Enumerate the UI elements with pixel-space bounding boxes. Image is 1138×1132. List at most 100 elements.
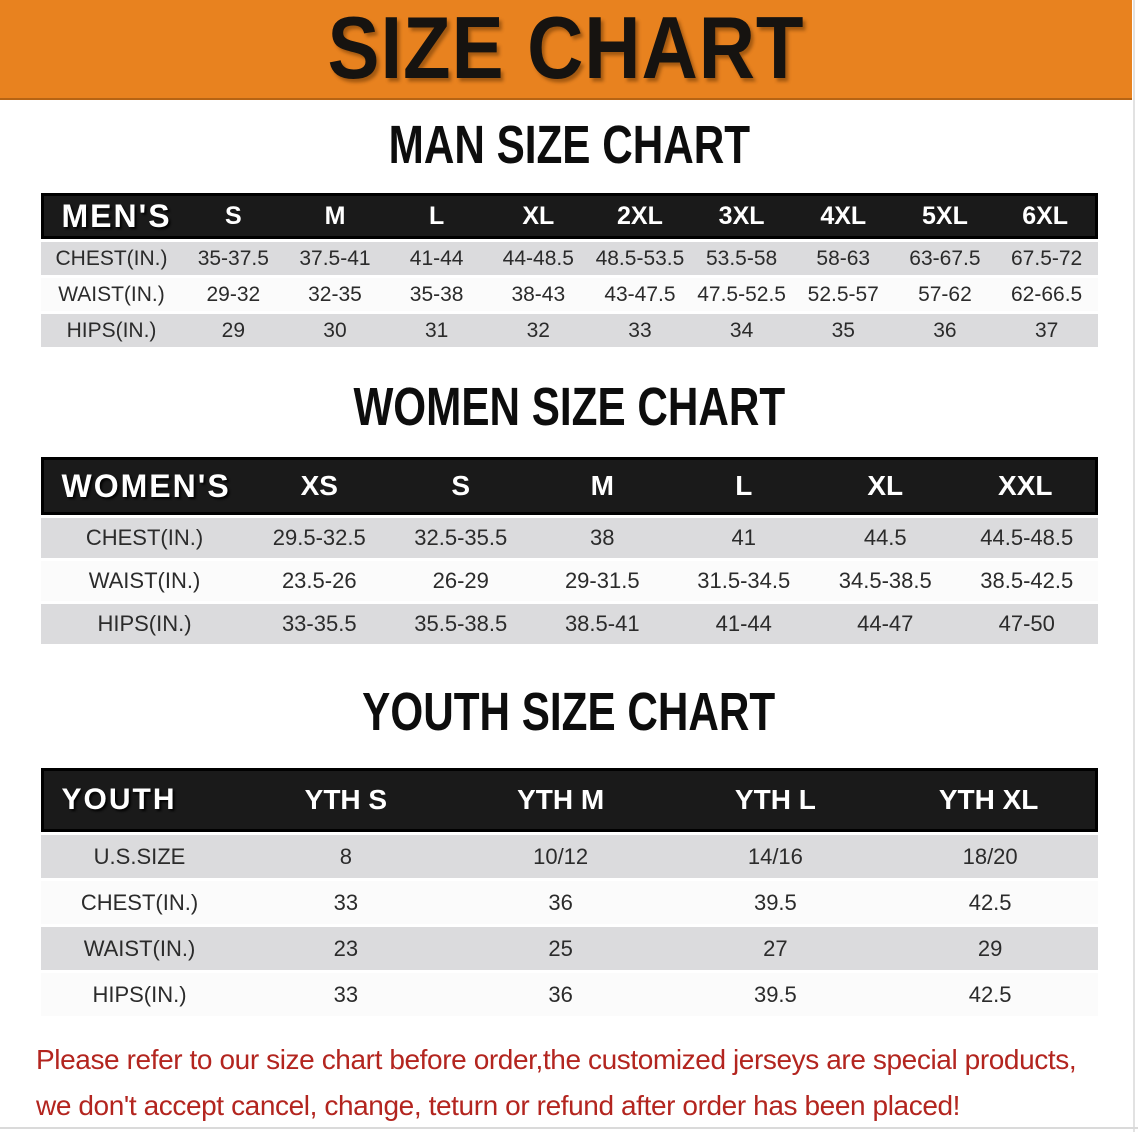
table-row: WAIST(IN.) 23 25 27 29 [40,927,1098,970]
size-cell: 44.5 [814,518,956,558]
table-header-row: WOMEN'S XS S M L XL XXL [40,457,1098,515]
size-column-header: L [385,193,488,239]
size-cell: 62-66.5 [995,278,1098,311]
size-cell: 39.5 [668,881,883,924]
size-cell: 37.5-41 [284,242,386,275]
row-label: WAIST(IN.) [40,561,249,601]
row-label: WAIST(IN.) [40,278,183,311]
men-section-heading: MAN SIZE CHART [388,115,750,176]
table-row: CHEST(IN.) 29.5-32.5 32.5-35.5 38 41 44.5 44.5… [40,518,1098,558]
row-label: WAIST(IN.) [40,927,239,970]
size-column-header: M [284,193,386,239]
table-row: CHEST(IN.) 35-37.5 37.5-41 41-44 44-48.5 48.5… [40,242,1098,275]
size-column-header: 5XL [894,193,996,239]
size-column-header: XL [814,457,956,515]
table-header-row: YOUTH YTH S YTH M YTH L YTH XL [40,768,1098,832]
size-column-header: S [182,193,285,239]
row-label: U.S.SIZE [40,835,239,878]
size-cell: 34.5-38.5 [814,561,956,601]
size-cell: 42.5 [882,881,1098,924]
table-row: U.S.SIZE 8 10/12 14/16 18/20 [40,835,1098,878]
size-column-header: 6XL [995,193,1098,239]
size-cell: 41 [673,518,815,558]
row-label: HIPS(IN.) [40,604,249,644]
size-column-header: XXL [956,457,1098,515]
size-cell: 67.5-72 [995,242,1098,275]
size-column-header: L [673,457,815,515]
size-cell: 52.5-57 [792,278,895,311]
size-cell: 37 [995,314,1098,347]
size-cell: 33-35.5 [248,604,390,644]
size-cell: 53.5-58 [690,242,793,275]
table-title: YOUTH [40,768,239,832]
size-cell: 32 [487,314,590,347]
table-title: MEN'S [40,193,183,239]
row-label: CHEST(IN.) [40,242,183,275]
size-cell: 35.5-38.5 [390,604,532,644]
size-cell: 29-32 [182,278,285,311]
size-column-header: S [390,457,532,515]
size-column-header: YTH M [453,768,668,832]
order-disclaimer: Please refer to our size chart before or… [0,1037,1138,1129]
size-cell: 57-62 [894,278,996,311]
size-cell: 33 [238,973,454,1016]
size-cell: 58-63 [792,242,895,275]
disclaimer-line-2: we don't accept cancel, change, teturn o… [36,1090,961,1121]
youth-size-table: YOUTH YTH S YTH M YTH L YTH XL U.S.SIZE 8 10/12… [40,765,1098,1019]
size-cell: 31.5-34.5 [673,561,815,601]
size-cell: 29-31.5 [531,561,673,601]
size-cell: 14/16 [668,835,883,878]
size-cell: 8 [238,835,454,878]
row-label: HIPS(IN.) [40,973,239,1016]
size-cell: 63-67.5 [894,242,996,275]
size-cell: 36 [453,881,668,924]
size-cell: 23.5-26 [248,561,390,601]
size-cell: 32-35 [284,278,386,311]
size-column-header: M [531,457,673,515]
size-column-header: YTH L [668,768,883,832]
size-cell: 18/20 [882,835,1098,878]
size-cell: 30 [284,314,386,347]
size-cell: 35 [792,314,895,347]
size-column-header: 2XL [589,193,691,239]
size-cell: 39.5 [668,973,883,1016]
size-cell: 23 [238,927,454,970]
size-cell: 32.5-35.5 [390,518,532,558]
size-column-header: XS [248,457,390,515]
size-cell: 42.5 [882,973,1098,1016]
size-cell: 34 [690,314,793,347]
size-cell: 41-44 [385,242,488,275]
youth-section-heading: YOUTH SIZE CHART [362,682,776,743]
table-row: CHEST(IN.) 33 36 39.5 42.5 [40,881,1098,924]
size-cell: 44.5-48.5 [956,518,1098,558]
size-cell: 44-48.5 [487,242,590,275]
size-cell: 29.5-32.5 [248,518,390,558]
size-cell: 43-47.5 [589,278,691,311]
size-cell: 25 [453,927,668,970]
size-cell: 47.5-52.5 [690,278,793,311]
size-cell: 10/12 [453,835,668,878]
size-cell: 38.5-41 [531,604,673,644]
size-cell: 33 [238,881,454,924]
size-cell: 47-50 [956,604,1098,644]
size-cell: 38.5-42.5 [956,561,1098,601]
size-cell: 35-37.5 [182,242,285,275]
women-size-table: WOMEN'S XS S M L XL XXL CHEST(IN.) 29.5-32.5 32.5… [40,454,1098,647]
women-section-heading: WOMEN SIZE CHART [353,377,785,438]
row-label: HIPS(IN.) [40,314,183,347]
size-cell: 38-43 [487,278,590,311]
table-row: HIPS(IN.) 33-35.5 35.5-38.5 38.5-41 41-44 44-… [40,604,1098,644]
table-row: HIPS(IN.) 29 30 31 32 33 34 35 36 37 [40,314,1098,347]
size-cell: 33 [589,314,691,347]
banner: SIZE CHART [0,0,1132,100]
size-column-header: XL [487,193,590,239]
size-cell: 31 [385,314,488,347]
table-row: WAIST(IN.) 29-32 32-35 35-38 38-43 43-47.5 47.… [40,278,1098,311]
disclaimer-line-1: Please refer to our size chart before or… [36,1044,1077,1075]
size-cell: 29 [882,927,1098,970]
size-cell: 44-47 [814,604,956,644]
size-cell: 48.5-53.5 [589,242,691,275]
size-cell: 26-29 [390,561,532,601]
size-cell: 29 [182,314,285,347]
